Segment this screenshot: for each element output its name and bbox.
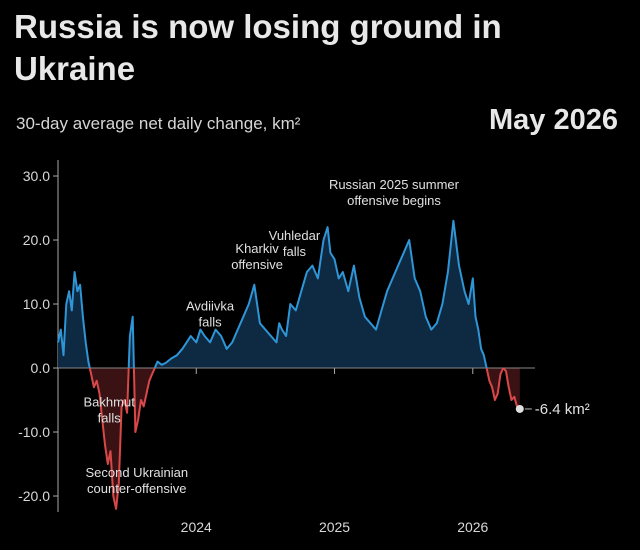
gain-area <box>58 272 90 368</box>
y-tick-label: -10.0 <box>18 424 50 440</box>
x-tick-label: 2026 <box>457 519 488 535</box>
x-tick-label: 2025 <box>319 519 350 535</box>
y-tick-label: 30.0 <box>23 168 50 184</box>
gain-line <box>57 271 91 369</box>
x-tick-label: 2024 <box>181 519 212 535</box>
date-label: May 2026 <box>489 104 618 136</box>
gain-line <box>127 315 135 369</box>
series-lines <box>57 219 521 510</box>
loss-area <box>486 368 504 400</box>
endpoint-label: -6.4 km² <box>535 401 590 418</box>
y-tick-label: 20.0 <box>23 232 50 248</box>
loss-line <box>485 367 505 401</box>
annotation-label: Bakhmut falls <box>84 394 136 425</box>
chart-subtitle: 30-day average net daily change, km² <box>16 114 301 133</box>
annotation-label: Russian 2025 summer offensive begins <box>329 177 460 208</box>
gain-area <box>154 220 487 368</box>
y-tick-label: -20.0 <box>18 488 50 504</box>
annotation-label: Vuhledar falls <box>269 228 321 259</box>
gain-line <box>153 219 488 369</box>
endpoint-dot <box>515 404 524 413</box>
page-title: Russia is now losing ground in Ukraine <box>14 8 502 87</box>
y-tick-label: 0.0 <box>31 360 51 376</box>
y-axis: 30.0 20.0 10.0 0.0 -10.0 -20.0 <box>18 160 59 512</box>
annotations: Bakhmut falls Second Ukrainian counter-offe… <box>84 177 460 496</box>
x-axis: 2024 2025 2026 <box>181 368 489 535</box>
loss-line <box>88 367 130 510</box>
loss-line <box>132 367 156 433</box>
annotation-label: Kharkiv offensive <box>231 241 283 272</box>
endpoint-marker: -6.4 km² <box>515 401 590 418</box>
y-tick-label: 10.0 <box>23 296 50 312</box>
annotation-label: Second Ukrainian counter-offensive <box>85 465 188 496</box>
annotation-label: Avdiivka falls <box>186 298 235 329</box>
